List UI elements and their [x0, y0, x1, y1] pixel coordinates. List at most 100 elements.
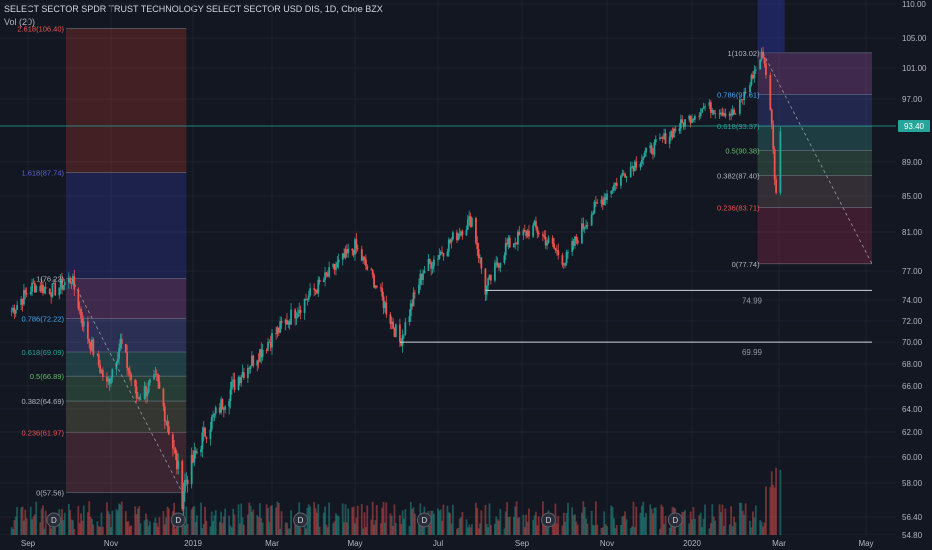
- volume-bar: [32, 516, 35, 535]
- candle-body: [124, 343, 127, 353]
- volume-bar: [155, 522, 158, 535]
- time-axis: Sep Nov 2019 Mar May Jul Sep Nov 2020 Mar May: [0, 535, 896, 550]
- candle-body: [610, 191, 613, 194]
- candle-body: [318, 279, 321, 283]
- volume-bar: [124, 511, 127, 535]
- volume-bar: [581, 512, 583, 535]
- candle-body: [682, 122, 685, 127]
- candle-body: [433, 259, 435, 267]
- volume-bar: [723, 525, 725, 535]
- candle-body: [371, 269, 374, 275]
- candle-body: [182, 491, 185, 510]
- fib-level-label: 0(77.74): [732, 260, 760, 269]
- candle-body: [581, 223, 583, 244]
- grid: [0, 0, 896, 536]
- support-label: 74.99: [742, 296, 763, 305]
- volume-bar: [147, 525, 150, 535]
- volume-bar: [470, 524, 473, 535]
- volume-bar: [393, 504, 396, 535]
- candle-body: [313, 288, 316, 290]
- candle-body: [228, 401, 231, 407]
- candle-body: [317, 279, 320, 294]
- candle-body: [298, 309, 301, 314]
- volume-bar: [446, 505, 449, 535]
- volume-bar: [111, 510, 114, 535]
- time-tick-label: Mar: [265, 539, 279, 548]
- dividend-marker[interactable]: D: [170, 512, 186, 528]
- volume-bar: [322, 512, 325, 535]
- candle-body: [738, 99, 741, 114]
- candle-body: [514, 242, 517, 244]
- volume-bar: [561, 525, 564, 535]
- volume-bar: [689, 511, 692, 535]
- candle-body: [177, 460, 180, 470]
- volume-bar: [629, 528, 632, 535]
- volume-bar: [528, 508, 530, 535]
- candle-body: [341, 253, 344, 260]
- volume-bar: [138, 506, 141, 535]
- volume-bar: [738, 502, 741, 535]
- candle-body: [67, 277, 70, 283]
- volume-bar: [523, 527, 526, 535]
- dividend-marker[interactable]: D: [293, 512, 309, 528]
- candle-body: [275, 333, 277, 334]
- candle-body: [213, 413, 216, 416]
- dividend-marker[interactable]: D: [667, 512, 683, 528]
- price-tick-label: 68.00: [902, 360, 923, 369]
- volume-bar: [220, 511, 223, 535]
- volume-bar: [480, 510, 483, 535]
- candle-body: [604, 197, 607, 200]
- candle-body: [336, 262, 339, 268]
- volume-bar: [67, 503, 70, 535]
- dividend-marker[interactable]: D: [46, 512, 62, 528]
- candle-body: [241, 372, 244, 378]
- fib-zone: [66, 376, 187, 402]
- candle-body: [489, 274, 492, 281]
- candle-body: [476, 242, 479, 250]
- volume-bar: [691, 519, 693, 535]
- volume-bar: [325, 524, 328, 535]
- volume-bar: [411, 508, 414, 535]
- dividend-marker[interactable]: D: [540, 512, 556, 528]
- volume-bar: [494, 523, 496, 535]
- volume-bar: [24, 509, 27, 535]
- candle-body: [284, 319, 287, 324]
- candle-body: [158, 381, 161, 389]
- volume-bar: [670, 519, 672, 535]
- candle-body: [242, 372, 245, 378]
- candle-body: [288, 321, 291, 325]
- candle-body: [650, 145, 653, 154]
- volume-bar: [650, 508, 653, 535]
- time-tick-label: Sep: [515, 539, 530, 548]
- volume-bar: [110, 527, 112, 535]
- volume-bar: [447, 512, 450, 535]
- candle-body: [512, 243, 515, 248]
- candle-body: [525, 230, 528, 237]
- price-tick-label: 70.00: [902, 338, 923, 347]
- candle-body: [171, 434, 174, 449]
- volume-bar: [668, 527, 671, 535]
- dividend-marker[interactable]: D: [416, 512, 432, 528]
- volume-bar: [146, 519, 149, 535]
- candle-body: [449, 239, 452, 243]
- candle-body: [507, 237, 510, 245]
- candle-body: [691, 119, 693, 124]
- volume-bar: [517, 518, 519, 535]
- candle-body: [724, 113, 727, 117]
- volume-bar: [360, 503, 363, 535]
- candle-body: [592, 212, 594, 215]
- candle-body: [326, 274, 329, 277]
- candle-body: [130, 374, 133, 380]
- dividend-marker-label: D: [51, 516, 57, 525]
- volume-bar: [537, 516, 540, 535]
- time-tick-label: 2020: [683, 539, 701, 548]
- candle-body: [749, 84, 751, 93]
- volume-bar: [779, 469, 782, 535]
- volume-bar: [514, 506, 517, 535]
- volume-indicator-label: Vol (20): [4, 17, 36, 27]
- volume-bar: [499, 509, 502, 535]
- volume-bar: [317, 504, 320, 535]
- candle-body: [157, 374, 159, 382]
- volume-bar: [592, 524, 594, 535]
